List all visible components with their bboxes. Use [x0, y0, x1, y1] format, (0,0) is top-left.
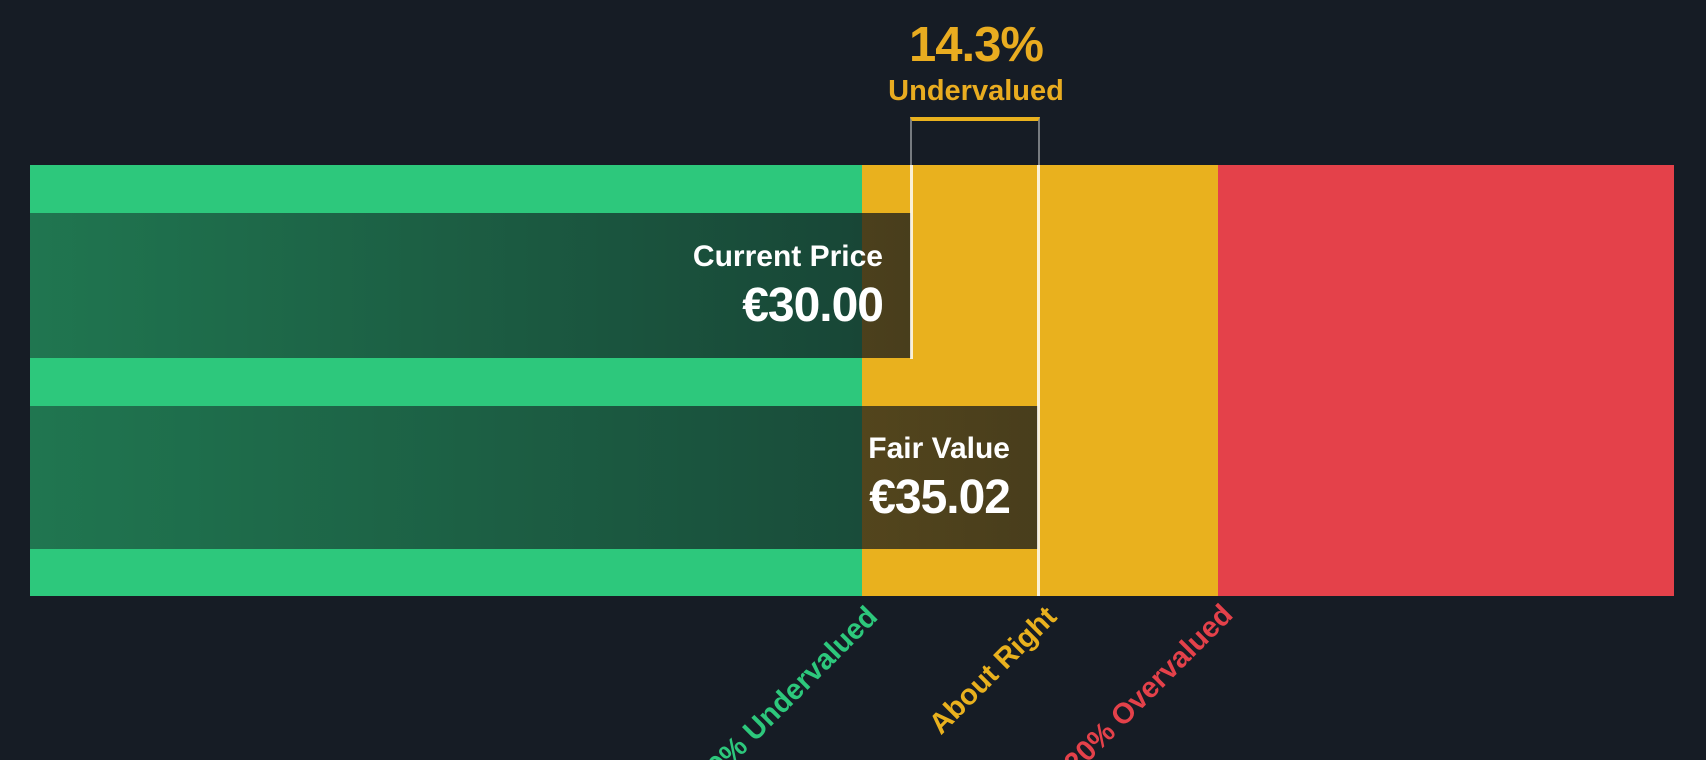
overvalued-zone — [1218, 165, 1674, 596]
axis-label-overvalued: 20% Overvalued — [1058, 598, 1240, 760]
axis-label-about-right: About Right — [923, 600, 1064, 741]
fair-value-marker-line — [1037, 165, 1040, 596]
discount-annotation: 14.3% Undervalued — [888, 18, 1064, 107]
axis-label-undervalued: 20% Undervalued — [690, 600, 885, 760]
fair-value-bar: Fair Value €35.02 — [30, 406, 1038, 549]
current-price-label: Current Price — [692, 239, 883, 273]
discount-percent-label: 14.3% — [909, 18, 1044, 72]
discount-status-label: Undervalued — [888, 75, 1064, 107]
difference-bracket — [910, 117, 1040, 165]
current-price-value: €30.00 — [742, 278, 884, 332]
fair-value-label: Fair Value — [868, 431, 1010, 465]
fair-value-value: €35.02 — [869, 470, 1011, 524]
current-price-marker-line — [910, 165, 913, 359]
current-price-bar: Current Price €30.00 — [30, 213, 911, 358]
